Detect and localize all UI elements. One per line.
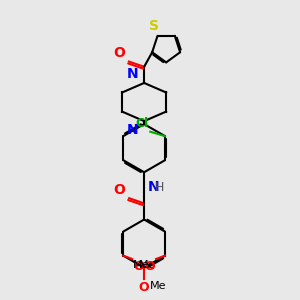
Text: H: H [154,181,164,194]
Text: N: N [127,68,139,82]
Text: Me: Me [139,260,155,271]
Text: O: O [113,183,125,196]
Text: N: N [148,180,159,194]
Text: Me: Me [149,281,166,291]
Text: O: O [139,281,149,294]
Text: O: O [134,260,144,274]
Text: Me: Me [133,260,150,271]
Text: Cl: Cl [136,117,149,130]
Text: S: S [149,20,159,34]
Text: O: O [144,260,155,274]
Text: O: O [113,46,125,60]
Text: N: N [127,123,139,136]
